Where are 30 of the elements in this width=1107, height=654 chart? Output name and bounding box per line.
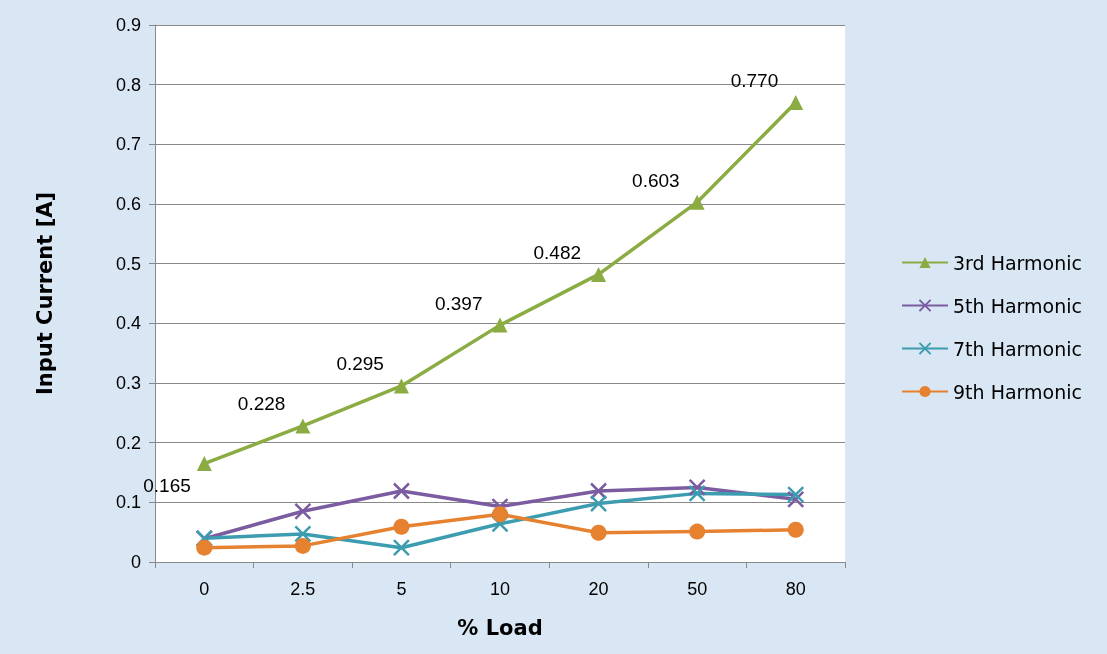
x-tick-label: 2.5 — [290, 579, 316, 599]
x-tick-label: 20 — [588, 579, 609, 599]
data-label: 0.165 — [143, 475, 191, 497]
y-tick-label: 0.5 — [115, 253, 141, 274]
data-label: 0.482 — [533, 241, 582, 263]
y-tick-label: 0.9 — [115, 15, 141, 35]
x-tick-label: 0 — [199, 579, 210, 599]
y-tick-label: 0.3 — [115, 373, 141, 393]
data-label: 0.397 — [434, 292, 483, 314]
y-tick-label: 0 — [130, 552, 141, 572]
data-label: 0.603 — [632, 169, 680, 191]
data-label: 0.770 — [730, 70, 779, 92]
data-label: 0.295 — [336, 353, 384, 375]
y-tick-label: 0.7 — [115, 134, 141, 155]
y-tick-label: 0.4 — [115, 313, 141, 334]
x-tick-label: 50 — [687, 579, 708, 599]
legend-label: 9th Harmonic — [953, 380, 1082, 403]
legend-label: 3rd Harmonic — [953, 251, 1083, 274]
x-tick-label: 10 — [489, 579, 511, 599]
x-axis-title: % Load — [457, 615, 543, 640]
x-tick-label: 80 — [785, 579, 806, 599]
legend-label: 7th Harmonic — [953, 337, 1082, 360]
y-axis-title: Input Current [A] — [32, 191, 57, 396]
x-tick-label: 5 — [396, 579, 407, 599]
y-tick-label: 0.6 — [115, 194, 141, 214]
y-tick-label: 0.8 — [115, 74, 141, 95]
data-label: 0.228 — [237, 393, 286, 415]
legend-label: 5th Harmonic — [953, 294, 1082, 317]
y-tick-label: 0.2 — [115, 432, 141, 453]
y-tick-label: 0.1 — [115, 492, 141, 513]
